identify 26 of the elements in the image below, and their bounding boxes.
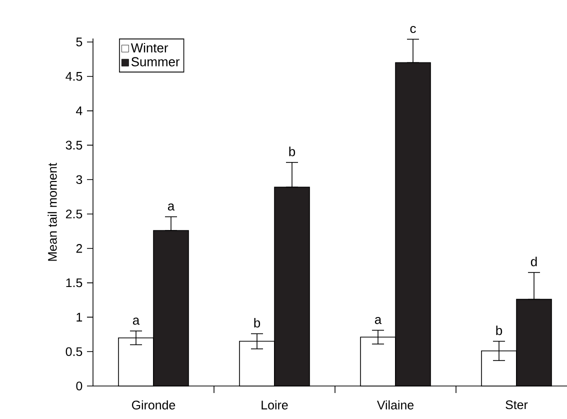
- y-tick-label: 0.5: [66, 347, 82, 356]
- y-tick-label: 4.5: [66, 72, 82, 81]
- y-tick-label: 3: [76, 175, 82, 184]
- y-tick-label: 1: [76, 312, 82, 322]
- annotation: b: [289, 146, 296, 156]
- y-tick-label: 2.5: [66, 210, 82, 218]
- y-axis-title: Mean tail moment: [48, 162, 57, 261]
- annotation: b: [496, 326, 502, 336]
- y-tick-label: 5: [76, 38, 82, 46]
- x-tick-label: Ster: [506, 400, 528, 410]
- x-tick-label: Loire: [262, 400, 288, 410]
- annotation: a: [374, 316, 382, 324]
- annotation: b: [254, 318, 260, 328]
- annotation: a: [168, 203, 175, 211]
- y-tick-label: 3.5: [66, 140, 82, 150]
- x-tick-label: Vilaine: [376, 400, 414, 410]
- annotation: a: [132, 318, 140, 325]
- y-tick-label: 1.5: [66, 278, 82, 288]
- x-tick-label: Gironde: [132, 400, 176, 410]
- y-tick-label: 0: [76, 382, 82, 390]
- legend-label: Winter: [130, 42, 168, 52]
- annotation: c: [410, 26, 416, 34]
- y-tick-label: 2: [76, 244, 82, 253]
- annotation: d: [530, 256, 537, 266]
- legend-label: Summer: [131, 57, 180, 66]
- y-tick-label: 4: [76, 106, 82, 116]
